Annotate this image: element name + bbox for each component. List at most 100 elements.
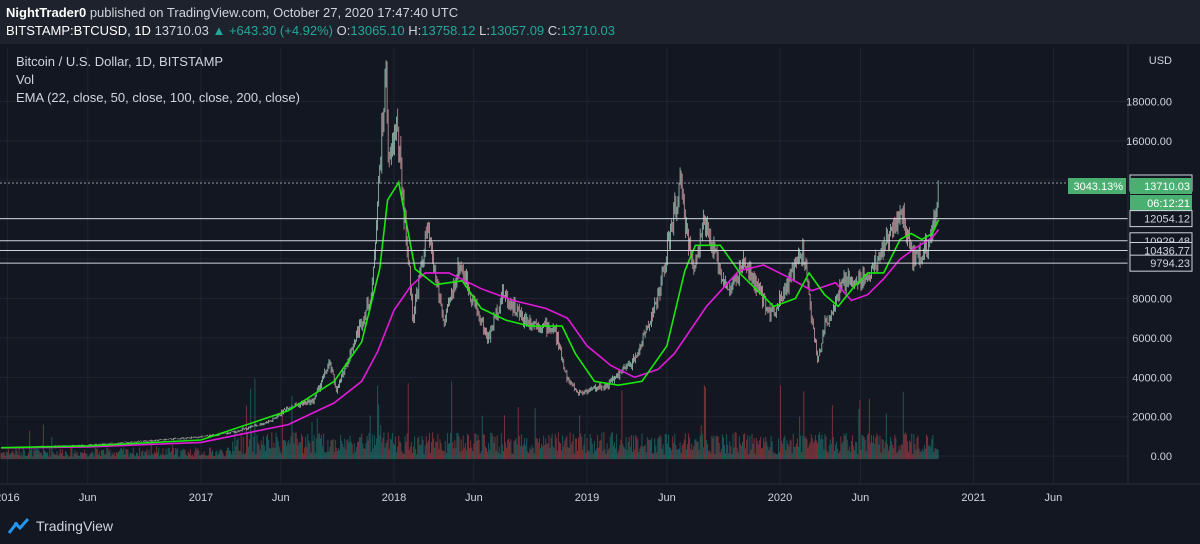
volume-bar (234, 431, 236, 460)
volume-bar (680, 452, 682, 460)
volume-bar (450, 433, 452, 460)
volume-bar (868, 398, 870, 460)
volume-bar (751, 433, 753, 460)
volume-bar (109, 449, 111, 460)
open-label: O: (336, 23, 351, 38)
volume-bar (319, 438, 321, 460)
volume-bar (767, 446, 769, 460)
volume-bar (346, 440, 348, 460)
volume-bar (872, 442, 874, 460)
volume-bar (344, 438, 346, 460)
volume-bar (314, 452, 316, 460)
volume-bar (284, 439, 286, 460)
volume-bar (746, 439, 748, 460)
volume-bar (125, 449, 127, 460)
volume-bar (903, 434, 905, 460)
volume-bar (179, 456, 181, 460)
volume-bar (603, 431, 605, 460)
volume-bar (543, 435, 545, 460)
y-tick-label: 0.00 (1151, 451, 1172, 463)
volume-bar (896, 452, 898, 460)
volume-bar (106, 447, 108, 460)
volume-bar (374, 445, 376, 460)
volume-bar (174, 454, 176, 460)
tradingview-logo[interactable]: TradingView (8, 517, 113, 535)
volume-bar (312, 441, 314, 460)
volume-bar (744, 433, 746, 460)
chart-area[interactable]: USD 18000.00 16000.00 8000.00 6000.00 4000.00… (0, 44, 1200, 510)
price-chart[interactable]: USD 18000.00 16000.00 8000.00 6000.00 4000.00… (0, 44, 1200, 510)
volume-bar (510, 439, 512, 460)
symbol-name[interactable]: BITSTAMP:BTCUSD, 1D (6, 23, 151, 38)
volume-bar (386, 440, 388, 460)
author-name[interactable]: NightTrader0 (6, 5, 87, 20)
volume-bar (708, 451, 710, 460)
volume-bar (107, 447, 109, 460)
volume-bar (772, 451, 774, 460)
volume-bar (57, 455, 59, 460)
volume-bar (68, 457, 70, 460)
volume-bar (666, 443, 668, 460)
volume-bar (371, 434, 373, 460)
volume-bar (785, 450, 787, 460)
volume-bar (0, 452, 2, 460)
volume-bar (307, 433, 309, 460)
volume-bar (183, 449, 185, 460)
volume-bar (701, 434, 703, 460)
volume-bar (324, 452, 326, 460)
volume-bar (932, 434, 934, 460)
volume-bar (134, 456, 136, 460)
volume-bar (453, 448, 455, 460)
volume-bar (639, 448, 641, 460)
volume-bar (529, 447, 531, 460)
volume-bar (129, 452, 131, 460)
volume-bar (922, 451, 924, 460)
volume-bar (609, 436, 611, 460)
volume-bar (675, 444, 677, 460)
volume-bar (890, 436, 892, 460)
volume-bar (221, 450, 223, 460)
volume-bar (733, 447, 735, 460)
volume-bar (176, 449, 178, 460)
volume-bar (199, 455, 201, 460)
volume-bar (61, 449, 63, 460)
volume-bar (798, 446, 800, 460)
volume-bar (821, 435, 823, 460)
volume-bar (47, 452, 49, 460)
volume-bar (461, 450, 463, 460)
volume-bar (67, 454, 69, 460)
volume-bar (574, 438, 576, 460)
volume-bar (188, 453, 190, 460)
volume-bar (728, 453, 730, 460)
volume-bar (267, 433, 269, 460)
volume-bar (279, 451, 281, 460)
volume-bar (460, 439, 462, 460)
volume-bar (564, 440, 566, 460)
volume-bar (734, 431, 736, 460)
volume-bar (127, 449, 129, 460)
volume-bar (184, 449, 186, 460)
volume-bar (759, 436, 761, 460)
volume-bar (594, 450, 596, 460)
volume-bar (643, 445, 645, 460)
volume-bar (830, 443, 832, 460)
volume-bar (428, 432, 430, 460)
volume-bar (534, 408, 536, 460)
volume-bar (395, 436, 397, 460)
volume-bar (255, 454, 257, 460)
volume-bar (607, 449, 609, 460)
up-arrow-icon: ▲ (212, 23, 226, 38)
volume-bar (855, 441, 857, 460)
volume-bar (56, 450, 58, 460)
volume-bar (786, 440, 788, 460)
volume-bar (336, 451, 338, 460)
volume-bar (621, 390, 623, 460)
volume-bar (519, 445, 521, 460)
volume-bar (626, 450, 628, 460)
volume-bar (295, 432, 297, 460)
volume-bar (612, 445, 614, 460)
volume-bar (383, 432, 385, 460)
volume-bar (418, 436, 420, 460)
volume-bar (846, 439, 848, 460)
volume-bar (446, 433, 448, 460)
